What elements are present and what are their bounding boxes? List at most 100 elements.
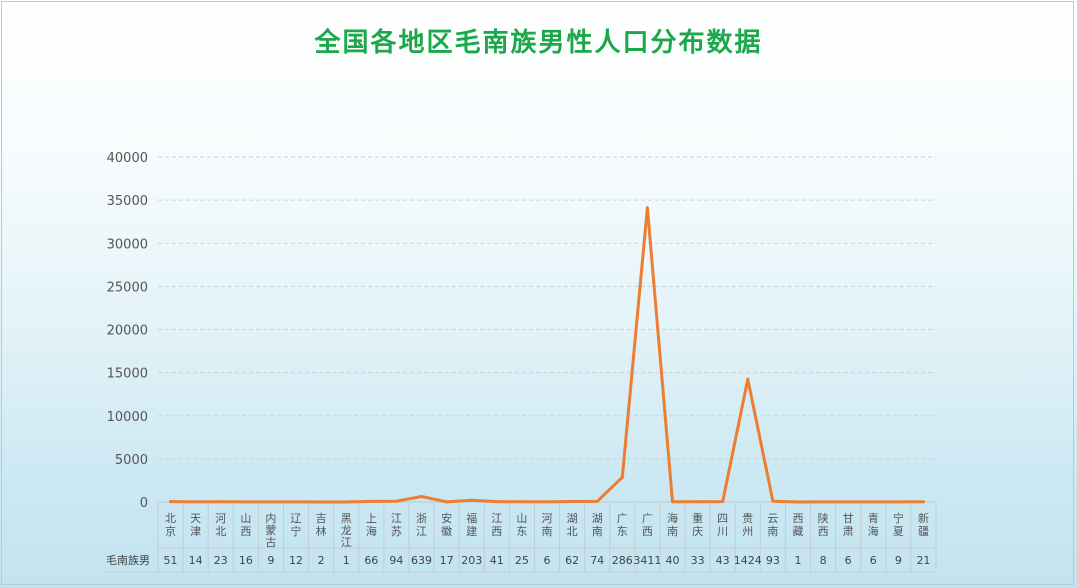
table-value: 14	[189, 554, 203, 567]
x-category-label: 湖北	[567, 512, 578, 538]
x-category-label: 青海	[868, 512, 879, 538]
x-category-label: 吉林	[316, 512, 327, 538]
x-category-label: 福建	[466, 511, 477, 538]
table-value: 1	[343, 554, 350, 567]
table-value: 40	[665, 554, 679, 567]
table-value: 1	[794, 554, 801, 567]
table-value: 16	[239, 554, 253, 567]
data-point	[670, 500, 674, 504]
data-point	[319, 500, 323, 504]
data-point	[595, 499, 599, 503]
x-category-label: 江西	[491, 512, 502, 538]
y-tick-label: 10000	[107, 410, 148, 425]
y-tick-label: 25000	[107, 280, 148, 295]
data-point	[194, 500, 198, 504]
table-value: 12	[289, 554, 303, 567]
table-value: 203	[461, 554, 482, 567]
x-category-label: 浙江	[416, 512, 427, 538]
x-category-label: 山东	[516, 512, 527, 538]
y-tick-label: 30000	[107, 237, 148, 252]
data-point	[796, 500, 800, 504]
data-point	[269, 500, 273, 504]
data-point	[420, 494, 424, 498]
data-point	[771, 499, 775, 503]
y-tick-label: 40000	[107, 151, 148, 166]
data-point	[520, 500, 524, 504]
table-value: 41	[490, 554, 504, 567]
table-value: 6	[845, 554, 852, 567]
data-point	[570, 499, 574, 503]
x-category-label: 西藏	[792, 512, 803, 538]
table-value: 93	[766, 554, 780, 567]
table-value: 17	[440, 554, 454, 567]
data-point	[696, 500, 700, 504]
table-value: 286	[612, 554, 633, 567]
table-value: 8	[820, 554, 827, 567]
table-value: 33	[691, 554, 705, 567]
x-category-label: 天津	[190, 512, 201, 538]
x-category-label: 安徽	[441, 511, 452, 538]
table-value: 6	[544, 554, 551, 567]
data-point	[470, 498, 474, 502]
table-value: 9	[267, 554, 274, 567]
x-category-label: 山西	[240, 512, 251, 538]
data-point	[721, 500, 725, 504]
data-point	[495, 500, 499, 504]
table-value: 9	[895, 554, 902, 567]
x-category-label: 河北	[215, 512, 226, 538]
table-value: 21	[916, 554, 930, 567]
x-category-label: 北京	[165, 512, 176, 538]
table-value: 94	[389, 554, 403, 567]
data-point	[620, 475, 624, 479]
x-category-label: 陕西	[818, 511, 829, 538]
table-value: 66	[364, 554, 378, 567]
table-value: 62	[565, 554, 579, 567]
data-point	[921, 500, 925, 504]
table-row-label: 毛南族男	[106, 553, 150, 567]
x-category-label: 黑龙江	[341, 512, 352, 549]
table-value: 25	[515, 554, 529, 567]
data-point	[394, 499, 398, 503]
x-category-label: 宁夏	[893, 511, 904, 538]
y-tick-label: 5000	[115, 453, 148, 468]
x-category-label: 海南	[667, 511, 678, 538]
data-point	[445, 500, 449, 504]
data-point	[645, 206, 649, 210]
x-category-label: 四川	[717, 512, 728, 538]
data-point	[846, 500, 850, 504]
table-value: 43	[716, 554, 730, 567]
table-value: 6	[870, 554, 877, 567]
x-category-label: 广西	[642, 512, 653, 538]
data-point	[821, 500, 825, 504]
y-tick-label: 15000	[107, 367, 148, 382]
table-value: 2	[318, 554, 325, 567]
data-point	[746, 377, 750, 381]
x-category-label: 辽宁	[291, 512, 302, 538]
table-value: 74	[590, 554, 604, 567]
x-category-label: 河南	[542, 512, 553, 538]
x-category-label: 贵州	[742, 512, 753, 538]
data-point	[244, 500, 248, 504]
y-tick-label: 0	[140, 496, 148, 511]
data-point	[294, 500, 298, 504]
x-category-label: 湖南	[592, 512, 603, 538]
chart-title: 全国各地区毛南族男性人口分布数据	[314, 28, 763, 58]
data-point	[545, 500, 549, 504]
x-category-label: 新疆	[918, 511, 929, 538]
series-line	[169, 206, 925, 504]
y-tick-label: 20000	[107, 324, 148, 339]
x-category-label: 广东	[617, 512, 628, 538]
x-category-label: 上海	[366, 512, 377, 538]
table-value: 23	[214, 554, 228, 567]
x-category-label: 甘肃	[843, 512, 854, 538]
x-category-label: 云南	[767, 512, 778, 538]
x-category-label: 江苏	[391, 512, 402, 538]
data-point	[344, 500, 348, 504]
table-value: 1424	[734, 554, 762, 567]
y-tick-label: 35000	[107, 194, 148, 209]
x-category-label: 重庆	[692, 511, 703, 538]
x-category-label: 内蒙古	[265, 511, 276, 549]
table-value: 3411	[633, 554, 661, 567]
